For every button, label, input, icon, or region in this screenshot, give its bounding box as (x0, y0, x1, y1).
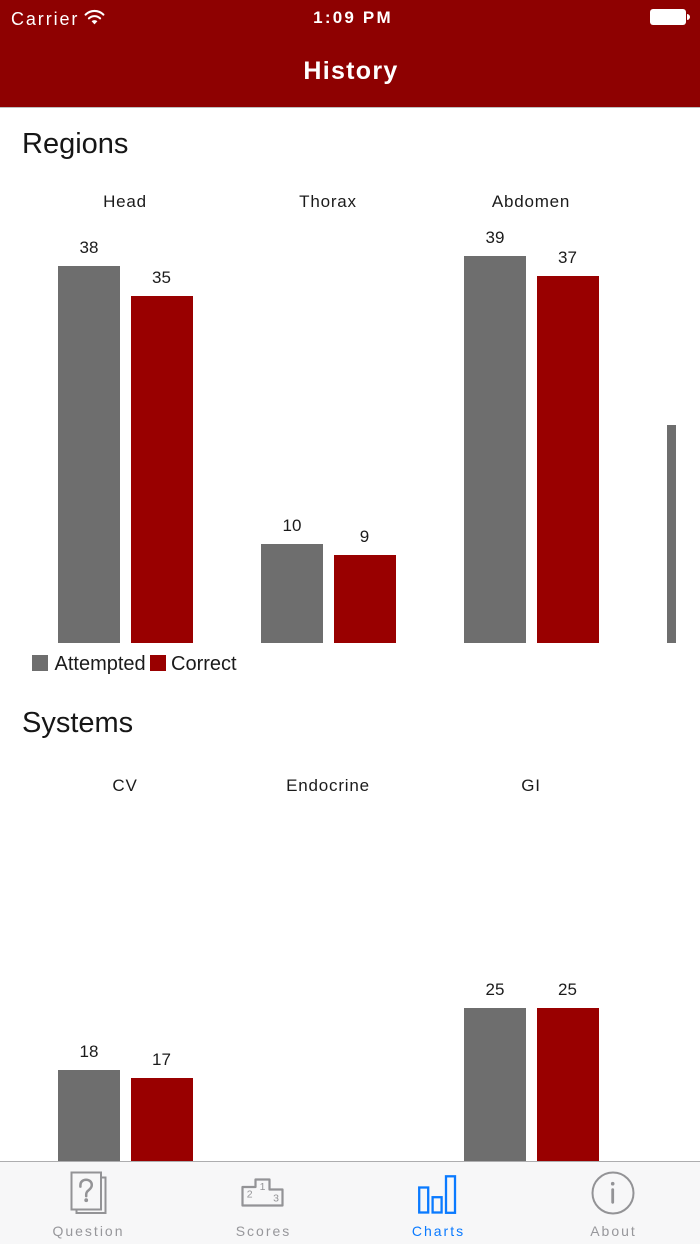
svg-text:3: 3 (273, 1192, 279, 1204)
svg-text:1: 1 (260, 1181, 266, 1193)
svg-text:2: 2 (247, 1188, 253, 1200)
